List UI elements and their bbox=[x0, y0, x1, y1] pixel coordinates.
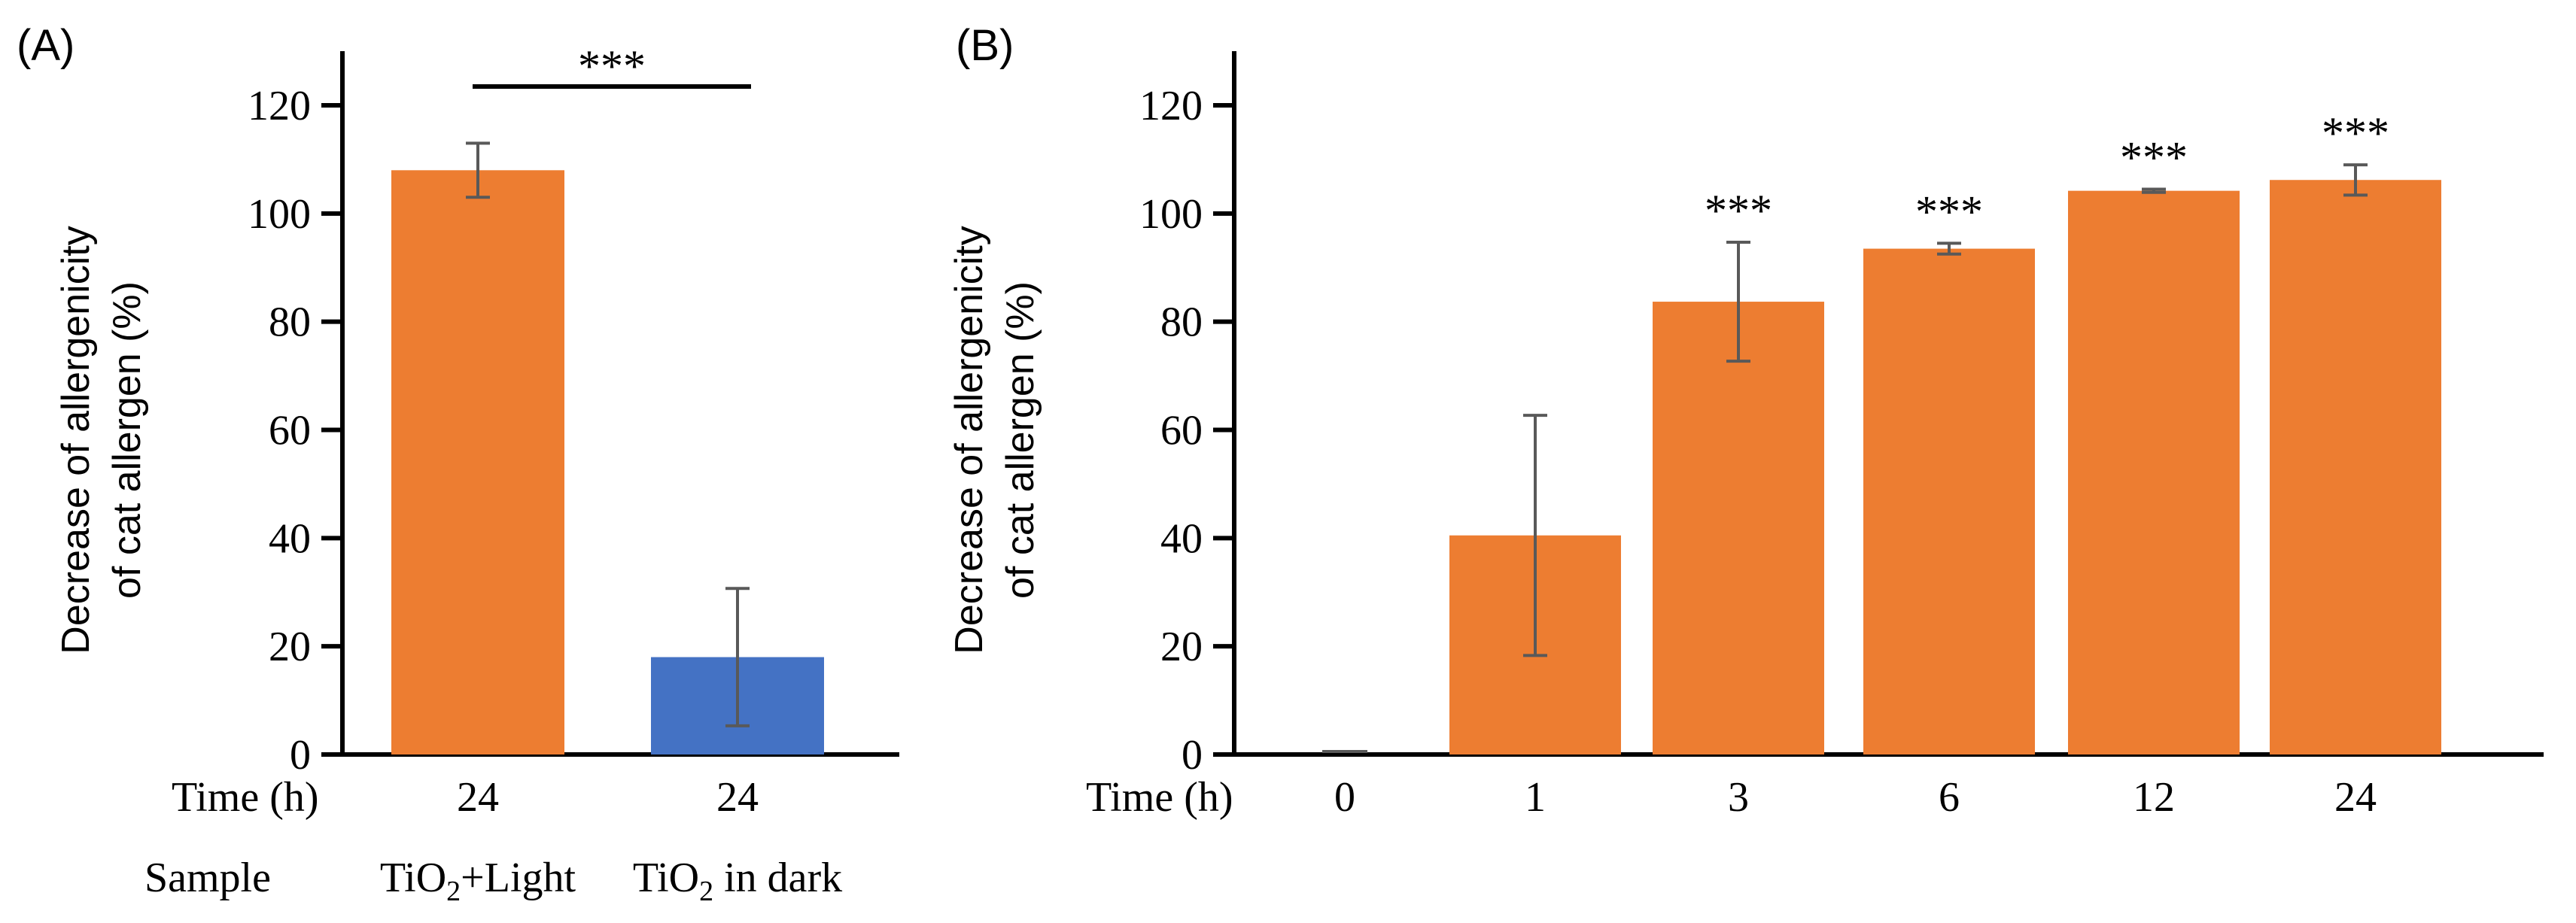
panel-a-ylabel-line1: Decrease of allergenicity bbox=[54, 226, 98, 654]
panel-a-ytick-label: 0 bbox=[290, 732, 311, 779]
panel-a-ytick-label: 100 bbox=[248, 191, 311, 238]
panel-b-significance-stars: *** bbox=[2322, 108, 2389, 158]
panel-b-ytick-label: 120 bbox=[1139, 83, 1203, 129]
panel-a: (A) Decrease of allergenicity of cat all… bbox=[17, 21, 899, 907]
panel-a-time-tick: 24 bbox=[457, 774, 499, 821]
panel-b-time-tick: 24 bbox=[2334, 774, 2377, 821]
panel-b-bar bbox=[2068, 190, 2240, 755]
panel-b-time-tick: 1 bbox=[1525, 774, 1546, 821]
panel-a-significance-stars: *** bbox=[578, 41, 646, 91]
panel-a-sample-label: Sample bbox=[144, 855, 271, 901]
panel-a-sample-tick: TiO2+Light bbox=[380, 855, 576, 907]
panel-b-bar bbox=[2270, 180, 2441, 754]
panel-b-label: (B) bbox=[956, 21, 1014, 70]
panel-a-time-tick: 24 bbox=[716, 774, 759, 821]
panel-b-bar bbox=[1863, 248, 2035, 754]
panel-b-time-tick: 6 bbox=[1939, 774, 1960, 821]
panel-b-ytick-label: 0 bbox=[1182, 732, 1203, 779]
panel-b-time-tick: 12 bbox=[2133, 774, 2175, 821]
panel-b-time-tick: 0 bbox=[1334, 774, 1355, 821]
panel-a-ytick-label: 40 bbox=[269, 515, 311, 562]
panel-b-significance-stars: *** bbox=[1915, 187, 1983, 236]
panel-a-ytick-label: 120 bbox=[248, 83, 311, 129]
panel-b: (B) Decrease of allergenicity of cat all… bbox=[947, 21, 2544, 821]
panel-b-bar bbox=[1653, 302, 1824, 754]
panel-b-ytick-label: 20 bbox=[1160, 624, 1203, 670]
panel-a-ytick-label: 20 bbox=[269, 624, 311, 670]
panel-b-time-tick: 3 bbox=[1728, 774, 1749, 821]
panel-a-label: (A) bbox=[17, 21, 75, 70]
panel-a-ylabel-line2: of cat allergen (%) bbox=[105, 281, 149, 599]
panel-b-ytick-label: 80 bbox=[1160, 299, 1203, 346]
panel-b-ytick-label: 100 bbox=[1139, 191, 1203, 238]
panel-b-significance-stars: *** bbox=[2120, 132, 2188, 182]
panel-a-sample-tick: TiO2 in dark bbox=[633, 855, 842, 907]
panel-a-ytick-label: 80 bbox=[269, 299, 311, 346]
panel-b-ytick-label: 40 bbox=[1160, 515, 1203, 562]
panel-b-ytick-label: 60 bbox=[1160, 408, 1203, 454]
panel-b-ylabel-line1: Decrease of allergenicity bbox=[947, 226, 991, 654]
panel-b-ylabel-line2: of cat allergen (%) bbox=[999, 281, 1042, 599]
panel-a-bar bbox=[391, 170, 564, 755]
panel-b-significance-stars: *** bbox=[1705, 186, 1772, 235]
panel-a-time-label: Time (h) bbox=[172, 774, 319, 821]
panel-b-time-label: Time (h) bbox=[1086, 774, 1233, 821]
panel-a-ytick-label: 60 bbox=[269, 408, 311, 454]
